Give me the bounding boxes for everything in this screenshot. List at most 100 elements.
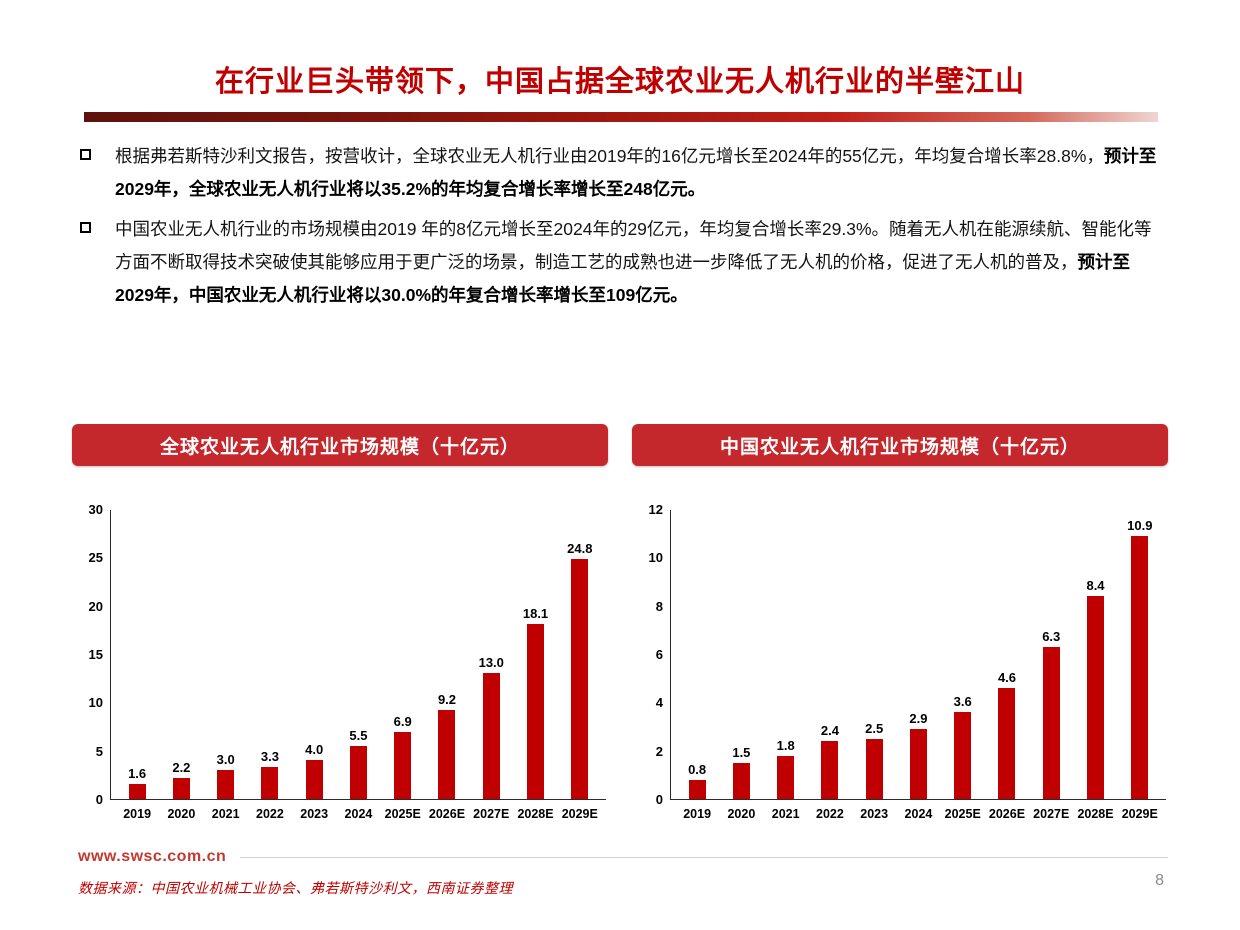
x-axis-label: 2029E [561, 807, 598, 821]
bar [527, 624, 545, 799]
bar-chart-global: 0 5 10 15 20 25 30 1.6 2019 2.2 2020 3.0 2021 3.3 2022… [72, 502, 608, 821]
x-axis-label: 2027E [473, 807, 510, 821]
bar [1131, 535, 1149, 799]
x-axis-label: 2020 [167, 807, 196, 821]
bar-value-label: 1.6 [128, 765, 147, 781]
x-axis-label: 2020 [727, 807, 756, 821]
bar-group: 4.0 2023 [296, 742, 332, 821]
bar [732, 762, 750, 799]
y-axis: 0 5 10 15 20 25 30 [72, 502, 110, 807]
y-axis-tick-label: 5 [95, 743, 103, 759]
bar-value-label: 18.1 [522, 606, 549, 622]
bar-group: 6.3 2027E [1033, 628, 1069, 821]
chart-title: 全球农业无人机行业市场规模（十亿元） [159, 436, 520, 458]
website-link[interactable]: www.swsc.com.cn [78, 848, 227, 865]
bar-value-label: 2.9 [909, 710, 928, 726]
chart-title-banner-china: 中国农业无人机行业市场规模（十亿元） [632, 424, 1168, 466]
bar-group: 3.6 2025E [945, 694, 981, 821]
x-axis-label: 2022 [256, 807, 284, 821]
x-axis-label: 2025E [384, 807, 421, 821]
y-axis-tick-label: 25 [88, 550, 103, 566]
bar-group: 4.6 2026E [989, 670, 1025, 821]
y-axis-tick-label: 10 [648, 550, 663, 566]
bar-group: 2.2 2020 [163, 759, 199, 821]
bar [777, 755, 795, 799]
bar [482, 673, 500, 799]
x-axis-label: 2023 [860, 807, 889, 821]
bar-group: 6.9 2025E [385, 714, 421, 821]
bar-value-label: 9.2 [437, 692, 457, 708]
bar [305, 760, 323, 799]
bullet-item-china-market: 中国农业无人机行业的市场规模由2019 年的8亿元增长至2024年的29亿元，年… [78, 213, 1168, 312]
bar [261, 767, 279, 799]
x-axis-label: 2027E [1033, 807, 1070, 821]
bullet-text-bold: 预计至2029年，全球农业无人机行业将以35.2%的年均复合增长率增长至248亿… [115, 146, 1157, 199]
bar-group: 2.4 2022 [812, 723, 848, 821]
bar [128, 783, 146, 799]
bar-value-label: 2.4 [820, 723, 839, 738]
data-source-note: 数据来源：中国农业机械工业协会、弗若斯特沙利文，西南证券整理 [78, 882, 513, 897]
bar-group: 5.5 2024 [340, 727, 376, 821]
bar-value-label: 3.0 [216, 752, 235, 767]
y-axis-tick-label: 30 [88, 502, 103, 517]
footer: www.swsc.com.cn [78, 848, 1168, 866]
bar-group: 18.1 2028E [517, 606, 553, 821]
bar [571, 559, 589, 799]
bar-value-label: 4.0 [305, 742, 324, 758]
y-axis-tick-label: 20 [88, 598, 103, 614]
x-axis-label: 2021 [211, 807, 240, 821]
y-axis-tick-label: 8 [655, 598, 663, 614]
x-axis-label: 2029E [1121, 807, 1158, 821]
bar-group: 1.5 2020 [723, 745, 759, 821]
bar-value-label: 8.4 [1086, 578, 1105, 593]
x-axis-label: 2024 [344, 807, 373, 821]
bar-group: 1.8 2021 [768, 737, 804, 822]
bar-group: 8.4 2028E [1077, 578, 1113, 821]
bar [909, 728, 927, 799]
y-axis: 0 2 4 6 8 10 12 [632, 502, 670, 807]
chart-title-banner-global: 全球农业无人机行业市场规模（十亿元） [72, 424, 608, 466]
bar [865, 738, 883, 799]
chart-title: 中国农业无人机行业市场规模（十亿元） [719, 436, 1080, 458]
bar-value-label: 1.8 [776, 737, 795, 753]
x-axis-label: 2021 [771, 807, 800, 821]
plot-area: 1.6 2019 2.2 2020 3.0 2021 3.3 2022 4.0 2023 5.5 20… [110, 510, 606, 821]
bar-chart-china: 0 2 4 6 8 10 12 0.8 2019 1.5 2020 1.8 2021 2.4 2022 2.5… [632, 502, 1168, 822]
bullet-text-bold: 预计至2029年，中国农业无人机行业将以30.0%的年复合增长率增长至109亿元… [115, 252, 1130, 305]
bar [998, 687, 1016, 799]
x-axis-label: 2026E [988, 807, 1026, 821]
x-axis-label: 2026E [428, 807, 466, 821]
bar-value-label: 2.2 [172, 759, 191, 775]
bar-group: 0.8 2019 [679, 761, 715, 821]
bar [1087, 596, 1105, 799]
bullet-text: 中国农业无人机行业的市场规模由2019 年的8亿元增长至2024年的29亿元，年… [115, 219, 1152, 272]
bar-value-label: 5.5 [349, 727, 368, 743]
bar [821, 741, 839, 799]
charts-row: 全球农业无人机行业市场规模（十亿元） 0 5 10 15 20 25 30 1.6 2019 2.… [72, 424, 1168, 822]
bullet-list: 根据弗若斯特沙利文报告，按营收计，全球农业无人机行业由2019年的16亿元增长至… [78, 140, 1168, 319]
bar [349, 745, 367, 799]
plot-area: 0.8 2019 1.5 2020 1.8 2021 2.4 2022 2.5 2023 2.9 20… [670, 510, 1166, 822]
bar-group: 3.3 2022 [252, 749, 288, 821]
bar [217, 770, 235, 799]
bar-value-label: 10.9 [1127, 517, 1153, 533]
bar-value-label: 6.3 [1042, 628, 1061, 644]
bullet-text: 根据弗若斯特沙利文报告，按营收计，全球农业无人机行业由2019年的16亿元增长至… [115, 146, 1104, 166]
bar-value-label: 3.6 [953, 694, 972, 709]
chart-panel-china: 中国农业无人机行业市场规模（十亿元） 0 2 4 6 8 10 12 0.8 2019 1.5 20… [632, 424, 1168, 822]
bar-value-label: 0.8 [688, 761, 707, 777]
bar-value-label: 24.8 [567, 541, 593, 557]
bar-group: 10.9 2029E [1122, 517, 1158, 821]
bar-group: 3.0 2021 [208, 752, 244, 821]
footer-divider [240, 856, 1168, 858]
x-axis-label: 2023 [300, 807, 329, 821]
bar-group: 1.6 2019 [119, 765, 155, 821]
bar-group: 2.5 2023 [856, 721, 892, 821]
bar-group: 9.2 2026E [429, 692, 465, 821]
bar-value-label: 6.9 [393, 714, 412, 730]
bar [954, 712, 972, 799]
y-axis-tick-label: 15 [88, 647, 103, 662]
bar-value-label: 3.3 [260, 749, 279, 765]
bar [172, 777, 190, 799]
